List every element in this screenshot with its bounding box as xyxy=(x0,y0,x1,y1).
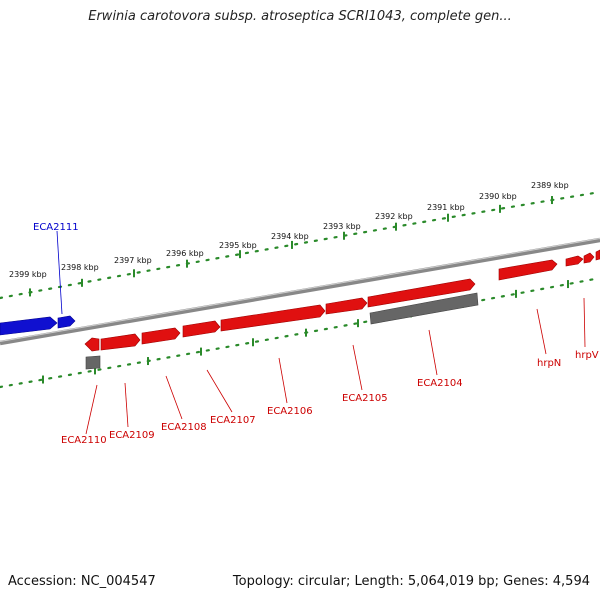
gene-arrow-eca2107[interactable] xyxy=(182,320,221,338)
gene-label-eca2111[interactable]: ECA2111 xyxy=(33,222,79,233)
kbp-label: 2396 kbp xyxy=(166,249,204,258)
gene-label-hrpV[interactable]: hrpV xyxy=(575,350,599,361)
kbp-label: 2390 kbp xyxy=(479,192,517,201)
leader-line-eca2108 xyxy=(165,375,183,420)
label-leader-lines xyxy=(56,230,586,435)
gene-arrow-eca2105[interactable] xyxy=(325,297,368,315)
leader-line-eca2105 xyxy=(352,344,363,391)
gene-label-eca2110[interactable]: ECA2110 xyxy=(61,435,107,446)
gene-arrow-eca2108[interactable] xyxy=(141,327,181,345)
kbp-label: 2395 kbp xyxy=(219,241,257,250)
leader-line-hrpN xyxy=(536,308,547,355)
leader-line-eca2110 xyxy=(85,384,98,435)
gene-arrow-reverse[interactable] xyxy=(0,316,58,336)
gene-arrow-hrp-edge[interactable] xyxy=(595,249,600,261)
leader-line-eca2107 xyxy=(206,369,233,413)
gene-arrow-eca2110-upstream[interactable] xyxy=(84,337,100,352)
kbp-label: 2397 kbp xyxy=(114,256,152,265)
inner-ruler-track xyxy=(0,276,600,389)
kbp-tick-labels: 2399 kbp 2398 kbp 2397 kbp 2396 kbp 2395… xyxy=(9,181,569,279)
kbp-label: 2394 kbp xyxy=(271,232,309,241)
kbp-label: 2393 kbp xyxy=(323,222,361,231)
outer-major-ticks xyxy=(29,196,553,297)
genome-backbone-highlight xyxy=(0,238,600,342)
map-title: Erwinia carotovora subsp. atroseptica SC… xyxy=(88,9,512,24)
gene-label-eca2109[interactable]: ECA2109 xyxy=(109,430,155,441)
gene-labels: ECA2111 ECA2110 ECA2109 ECA2108 ECA2107 … xyxy=(33,222,599,446)
gene-arrow-eca2106[interactable] xyxy=(220,304,326,332)
outer-ruler-track xyxy=(0,190,600,300)
forward-genes xyxy=(84,249,600,352)
kbp-label: 2391 kbp xyxy=(427,203,465,212)
gene-arrow-hrp-next[interactable] xyxy=(583,252,595,264)
leader-line-eca2111 xyxy=(56,230,63,315)
inner-major-ticks xyxy=(42,280,569,384)
gene-arrow-hrpN[interactable] xyxy=(498,259,558,281)
gene-label-eca2108[interactable]: ECA2108 xyxy=(161,422,207,433)
leader-line-eca2109 xyxy=(124,382,129,428)
other-features xyxy=(85,292,479,370)
gene-arrow-eca2111[interactable] xyxy=(57,315,76,329)
leader-line-eca2106 xyxy=(278,357,288,404)
gene-label-hrpN[interactable]: hrpN xyxy=(537,358,561,369)
leader-line-eca2104 xyxy=(428,329,438,376)
kbp-label: 2389 kbp xyxy=(531,181,569,190)
footer-accession: Accession: NC_004547 xyxy=(8,574,156,589)
gene-label-eca2106[interactable]: ECA2106 xyxy=(267,406,313,417)
kbp-label: 2398 kbp xyxy=(61,263,99,272)
kbp-label: 2399 kbp xyxy=(9,270,47,279)
gene-label-eca2107[interactable]: ECA2107 xyxy=(210,415,256,426)
gene-arrow-eca2109[interactable] xyxy=(100,333,141,351)
gene-arrow-eca2104[interactable] xyxy=(367,278,476,308)
kbp-label: 2392 kbp xyxy=(375,212,413,221)
gene-arrow-hrpV[interactable] xyxy=(565,255,584,267)
feature-block-eca2104[interactable] xyxy=(369,292,479,325)
genome-backbone xyxy=(0,237,600,346)
footer-stats: Topology: circular; Length: 5,064,019 bp… xyxy=(232,574,590,589)
reverse-genes xyxy=(0,315,76,336)
leader-line-hrpV xyxy=(583,297,586,348)
gene-label-eca2105[interactable]: ECA2105 xyxy=(342,393,388,404)
gene-label-eca2104[interactable]: ECA2104 xyxy=(417,378,463,389)
feature-block-eca2110[interactable] xyxy=(85,355,101,370)
